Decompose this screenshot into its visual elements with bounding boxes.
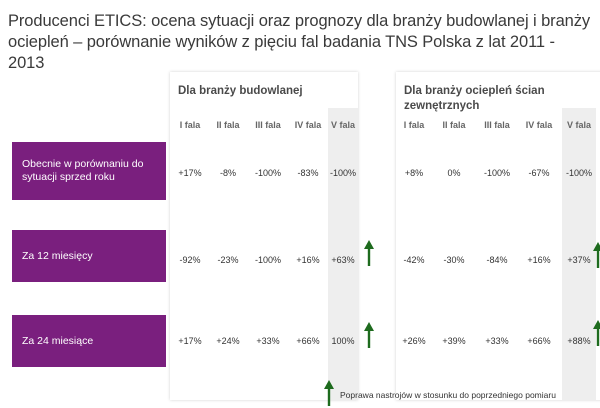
value-cell: -100% xyxy=(254,255,281,265)
value-cell: -8% xyxy=(219,168,236,178)
value-cell: +8% xyxy=(404,168,424,178)
value-cell: +17% xyxy=(178,336,202,346)
value-cell: +33% xyxy=(256,336,280,346)
column-header: I fala xyxy=(403,120,425,130)
row-label-now: Obecnie w porównaniu do sytuacji sprzed … xyxy=(12,142,166,200)
value-cell: -100% xyxy=(329,168,356,178)
value-cell: +88% xyxy=(567,336,591,346)
value-cell: +16% xyxy=(296,255,320,265)
value-cell: +37% xyxy=(567,255,591,265)
value-cell: -92% xyxy=(179,255,201,265)
column-header: II fala xyxy=(216,120,240,130)
value-cell: -42% xyxy=(403,255,425,265)
up-arrow-icon xyxy=(593,320,600,346)
column-header: V fala xyxy=(330,120,355,130)
row-label-12-months: Za 12 miesięcy xyxy=(12,230,166,282)
panel-title: Dla branży budowlanej xyxy=(178,85,303,97)
value-cell: -100% xyxy=(254,168,281,178)
column-header: IV fala xyxy=(525,120,553,130)
value-cell: +17% xyxy=(178,168,202,178)
column-header: IV fala xyxy=(294,120,322,130)
panel-construction: Dla branży budowlanej I fala II fala III… xyxy=(170,72,374,400)
page-title: Producenci ETICS: ocena sytuacji oraz pr… xyxy=(8,12,591,72)
value-cell: 0% xyxy=(447,168,461,178)
column-header: III fala xyxy=(484,120,510,130)
value-cell: -23% xyxy=(217,255,239,265)
column-header: II fala xyxy=(442,120,466,130)
column-header: I fala xyxy=(179,120,201,130)
up-arrow-icon xyxy=(364,322,374,348)
value-cell: +63% xyxy=(331,255,355,265)
up-arrow-icon xyxy=(593,242,600,268)
value-cell: -67% xyxy=(528,168,550,178)
highlight-column xyxy=(562,108,596,400)
column-header: III fala xyxy=(255,120,281,130)
column-header: V fala xyxy=(566,120,591,130)
value-cell: -100% xyxy=(483,168,510,178)
value-cell: +33% xyxy=(485,336,509,346)
value-cell: +16% xyxy=(527,255,551,265)
value-cell: +66% xyxy=(296,336,320,346)
up-arrow-icon xyxy=(324,380,334,406)
row-label-24-months: Za 24 miesiące xyxy=(12,315,166,367)
panel-title: Dla branży ociepleń ścian zewnętrznych xyxy=(404,85,545,112)
value-cell: -100% xyxy=(565,168,592,178)
value-cell: 100% xyxy=(331,336,355,346)
value-cell: +24% xyxy=(216,336,240,346)
up-arrow-icon xyxy=(364,240,374,266)
value-cell: +66% xyxy=(527,336,551,346)
panel-insulation: Dla branży ociepleń ścian zewnętrznych I… xyxy=(396,72,600,400)
value-cell: -83% xyxy=(297,168,319,178)
highlight-column xyxy=(328,108,358,400)
value-cell: -84% xyxy=(486,255,508,265)
value-cell: +39% xyxy=(442,336,466,346)
value-cell: -30% xyxy=(443,255,465,265)
value-cell: +26% xyxy=(402,336,426,346)
legend-text: Poprawa nastrojów w stosunku do poprzedn… xyxy=(340,390,556,400)
